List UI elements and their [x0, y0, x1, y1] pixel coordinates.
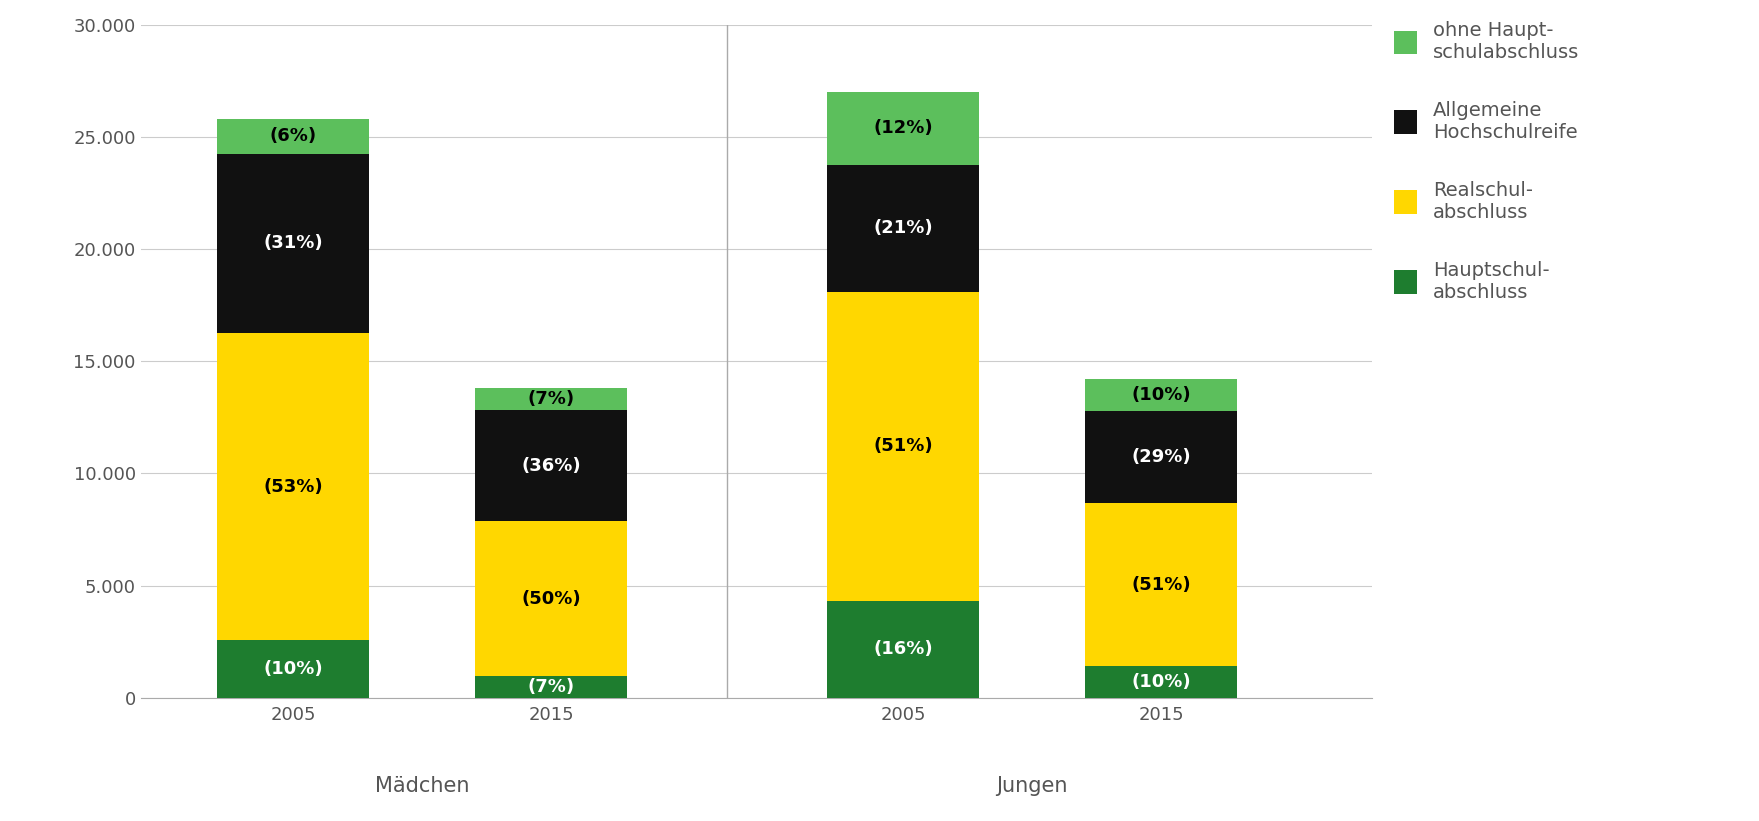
Bar: [475, 521, 628, 677]
Legend: ohne Haupt-
schulabschluss, Allgemeine
Hochschulreife, Realschul-
abschluss, Hau: ohne Haupt- schulabschluss, Allgemeine H…: [1395, 21, 1580, 301]
Bar: [216, 333, 369, 640]
Text: (53%): (53%): [264, 478, 324, 496]
Bar: [216, 154, 369, 333]
Bar: [475, 410, 628, 521]
Text: (7%): (7%): [528, 678, 575, 696]
Text: (21%): (21%): [872, 219, 932, 237]
Text: (50%): (50%): [521, 589, 580, 608]
Bar: [827, 165, 980, 292]
Text: (10%): (10%): [1131, 673, 1191, 691]
Text: (10%): (10%): [264, 660, 324, 678]
Bar: [827, 292, 980, 601]
Text: Jungen: Jungen: [996, 777, 1068, 796]
Text: (16%): (16%): [872, 640, 932, 658]
Bar: [827, 601, 980, 698]
Bar: [216, 640, 369, 698]
Bar: [1085, 411, 1237, 503]
Text: Mädchen: Mädchen: [375, 777, 470, 796]
Bar: [827, 92, 980, 165]
Text: (12%): (12%): [872, 119, 932, 137]
Bar: [216, 119, 369, 154]
Text: (6%): (6%): [269, 127, 317, 145]
Bar: [475, 388, 628, 410]
Bar: [1085, 666, 1237, 698]
Text: (51%): (51%): [1131, 576, 1191, 594]
Text: (36%): (36%): [521, 456, 580, 475]
Text: (51%): (51%): [872, 438, 932, 456]
Text: (10%): (10%): [1131, 386, 1191, 404]
Text: (7%): (7%): [528, 390, 575, 408]
Bar: [475, 677, 628, 698]
Text: (29%): (29%): [1131, 448, 1191, 466]
Bar: [1085, 503, 1237, 666]
Text: (31%): (31%): [264, 234, 324, 252]
Bar: [1085, 379, 1237, 411]
